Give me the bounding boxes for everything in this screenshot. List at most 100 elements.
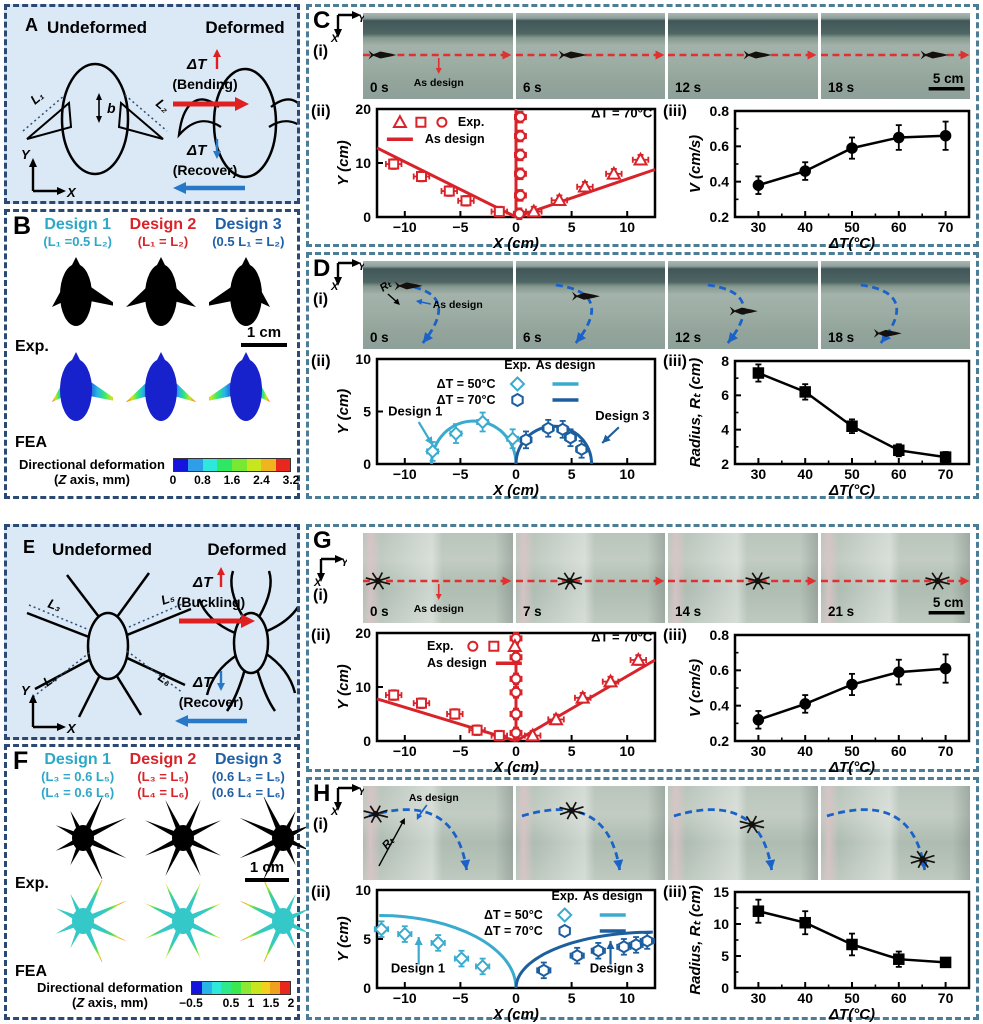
timestamp-label: 18 s bbox=[827, 80, 853, 95]
x-axis-label: X bbox=[66, 185, 77, 200]
l6-measure bbox=[126, 650, 184, 694]
spider-robot-icon bbox=[558, 801, 584, 820]
l2-label: L₂ bbox=[153, 96, 173, 116]
svg-text:Design 1: Design 1 bbox=[388, 404, 442, 419]
exp-fish-shape bbox=[202, 257, 271, 327]
fish-robot-icon bbox=[394, 281, 423, 291]
panel-d-iii-label: (iii) bbox=[663, 353, 687, 370]
y-axis-label: Y bbox=[21, 147, 31, 162]
scalebar-1cm-label: 1 cm bbox=[246, 324, 282, 341]
panel-e: E Undeformed Deformed L₃ L₅ L₄ L₆ bbox=[4, 524, 300, 740]
svg-text:Y (cm): Y (cm) bbox=[335, 140, 352, 186]
y-axis-arrowhead-e bbox=[29, 694, 37, 703]
dt-bending-label: ΔT bbox=[186, 56, 208, 73]
svg-text:0.2: 0.2 bbox=[710, 733, 730, 749]
chart-g-velocity: 30 40 50 60 70 0.2 0.4 0.6 0.8 ΔT(°C) V (cm/s) bbox=[687, 627, 979, 780]
as-design-path bbox=[521, 808, 621, 871]
timestamp-label: 18 s bbox=[827, 330, 853, 345]
b-label: b bbox=[107, 100, 116, 116]
colorbar-tick: 1.6 bbox=[223, 473, 241, 487]
timestamp-label: 6 s bbox=[522, 330, 541, 345]
dt-down-arrowhead bbox=[213, 151, 221, 159]
y-axis-arrowhead bbox=[29, 158, 37, 167]
as-design-label: As design bbox=[433, 300, 483, 311]
b-arrow-bottom bbox=[96, 116, 102, 123]
svg-text:0.6: 0.6 bbox=[710, 138, 730, 154]
timestamp-label: 12 s bbox=[675, 80, 701, 95]
timestamp-label: 21 s bbox=[827, 604, 853, 619]
svg-text:8: 8 bbox=[721, 353, 729, 369]
svg-text:As design: As design bbox=[425, 132, 485, 146]
schematic-buckling: E Undeformed Deformed L₃ L₅ L₄ L₆ bbox=[21, 537, 297, 736]
chart-h-radius: 30 40 50 60 70 0 5 10 15 ΔT(°C) Radius, Rₜ (cm) bbox=[687, 884, 979, 1024]
spider-robot-icon bbox=[745, 572, 771, 590]
dt-up-arrowhead-e bbox=[217, 567, 225, 575]
svg-text:ΔT = 70°C: ΔT = 70°C bbox=[437, 393, 496, 407]
svg-text:6: 6 bbox=[721, 387, 729, 403]
recover-arrowhead-e bbox=[175, 715, 188, 727]
spider-robot-icon bbox=[924, 572, 950, 590]
svg-text:0.4: 0.4 bbox=[710, 174, 730, 190]
as-design-label: As design bbox=[409, 793, 459, 804]
fea-silhouette bbox=[233, 877, 333, 967]
as-design-path bbox=[707, 283, 746, 344]
timelapse-photo: 12 s bbox=[668, 13, 818, 99]
svg-text:0: 0 bbox=[512, 219, 520, 235]
fea-fish-shape bbox=[51, 352, 120, 422]
exp-row-label: Exp. bbox=[15, 338, 49, 355]
svg-text:0: 0 bbox=[363, 733, 371, 749]
svg-text:0: 0 bbox=[721, 980, 729, 996]
svg-text:X (cm): X (cm) bbox=[492, 759, 539, 775]
panel-h-corner: HYX (i) bbox=[313, 780, 367, 834]
svg-text:50: 50 bbox=[844, 990, 860, 1006]
chart-d-trajectory: −10 −5 0 5 10 0 5 10 Exp. As design ΔT = 50°C ΔT = … bbox=[335, 351, 663, 503]
svg-text:30: 30 bbox=[751, 466, 767, 482]
colorbar-title: Directional deformation (Z axis, mm) bbox=[37, 980, 183, 1010]
l4-measure bbox=[32, 652, 90, 698]
panel-b: B Design 1 (L₁ =0.5 L₂) Design 2 (L₁ = L₂… bbox=[4, 209, 300, 499]
dt-down-arrowhead-e bbox=[217, 683, 225, 691]
timestamp-label: 0 s bbox=[370, 330, 389, 345]
design-formula: (L₁ = L₂) bbox=[137, 234, 189, 249]
spider-robot-icon bbox=[556, 572, 582, 590]
exp-spider-shape bbox=[239, 794, 311, 882]
design-header: Design 2 (L₃ = L₅) (L₄ = L₆) bbox=[120, 751, 205, 800]
svg-text:50: 50 bbox=[844, 219, 860, 235]
svg-text:0.2: 0.2 bbox=[710, 209, 730, 225]
y-axis-label-e: Y bbox=[21, 683, 31, 698]
svg-text:70: 70 bbox=[938, 219, 954, 235]
svg-text:0.8: 0.8 bbox=[710, 103, 730, 119]
fea-spider-shape bbox=[144, 882, 222, 959]
timelapse-photo: As design Rₜ bbox=[363, 786, 513, 880]
svg-text:5: 5 bbox=[363, 931, 371, 947]
design-formula: (L₃ = L₅) (L₄ = L₆) bbox=[137, 769, 189, 800]
timelapse-photo: 18 s bbox=[820, 261, 970, 349]
design-formula: (0.6 L₃ = L₅) (0.6 L₄ = L₆) bbox=[211, 769, 285, 800]
svg-text:10: 10 bbox=[619, 466, 635, 482]
svg-text:As design: As design bbox=[427, 656, 487, 670]
deformed-title-e: Deformed bbox=[207, 540, 286, 559]
panel-d-ii-label: (ii) bbox=[311, 353, 331, 370]
panel-h-iii-label: (iii) bbox=[663, 884, 687, 901]
svg-text:60: 60 bbox=[891, 990, 907, 1006]
fea-row-label: FEA bbox=[15, 434, 47, 451]
design-header: Design 2 (L₁ = L₂) bbox=[120, 216, 205, 250]
svg-text:70: 70 bbox=[938, 743, 954, 759]
undeformed-title-e: Undeformed bbox=[52, 540, 152, 559]
panel-e-label: E bbox=[23, 537, 35, 557]
panel-h-label: H bbox=[313, 780, 331, 807]
svg-text:30: 30 bbox=[751, 219, 767, 235]
svg-text:Y: Y bbox=[358, 261, 364, 273]
svg-text:5: 5 bbox=[568, 219, 576, 235]
fish-robot-icon bbox=[571, 291, 600, 301]
design-header: Design 3 (0.5 L₁ = L₂) bbox=[206, 216, 291, 250]
fish-robot-icon bbox=[558, 50, 587, 60]
fea-silhouette bbox=[39, 344, 120, 441]
x-axis-arrowhead bbox=[57, 187, 66, 195]
panel-c-corner: CYX (i) bbox=[313, 9, 367, 61]
buckling-label: (Buckling) bbox=[177, 594, 245, 610]
colorbar-tick: 1 bbox=[247, 996, 255, 1010]
svg-text:V (cm/s): V (cm/s) bbox=[687, 659, 704, 717]
